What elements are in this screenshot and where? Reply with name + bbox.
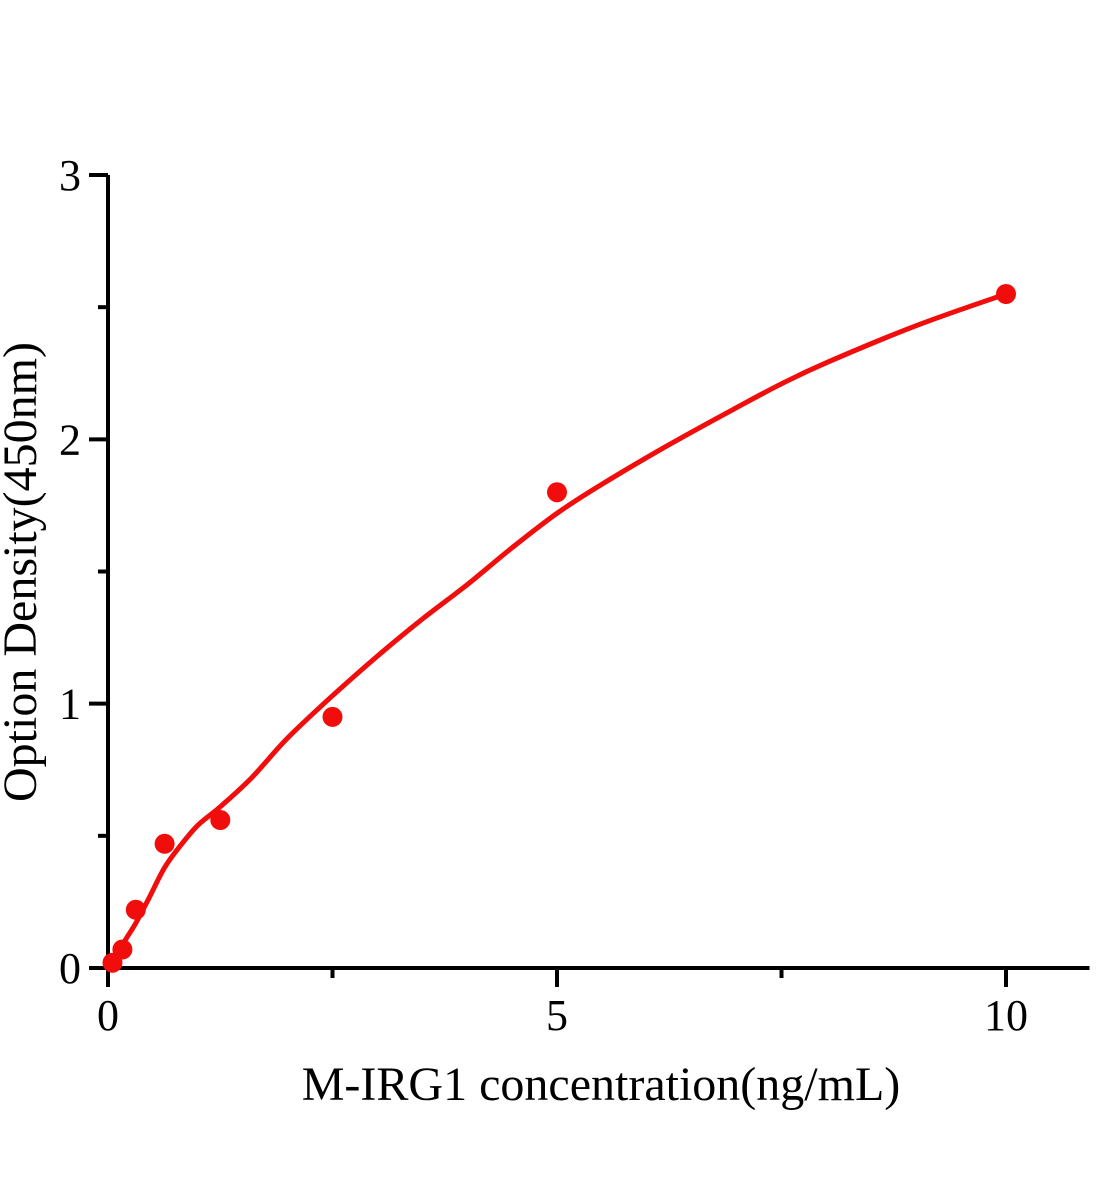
data-point [125, 899, 146, 920]
data-point [996, 284, 1016, 304]
fit-curve-path [105, 291, 1009, 971]
x-tick-label: 0 [97, 991, 119, 1040]
x-tick-label: 5 [546, 991, 568, 1040]
y-axis-title: Option Density(450nm) [0, 342, 47, 802]
data-point [322, 706, 343, 727]
x-axis-title: M-IRG1 concentration(ng/mL) [302, 1058, 901, 1111]
data-points [102, 284, 1016, 973]
y-tick-label: 1 [59, 680, 81, 729]
tick-labels: 0 5 10 0 1 2 3 [59, 151, 1028, 1040]
tick-marks [89, 173, 1008, 987]
data-point [547, 482, 567, 503]
data-point [210, 810, 231, 830]
y-tick-label: 0 [59, 944, 81, 993]
y-tick-label: 3 [59, 151, 81, 200]
fit-curve [105, 291, 1009, 971]
data-point [112, 939, 133, 960]
axes [106, 175, 1090, 970]
data-point [154, 833, 175, 854]
x-tick-label: 10 [984, 991, 1028, 1040]
y-tick-label: 2 [59, 415, 81, 464]
